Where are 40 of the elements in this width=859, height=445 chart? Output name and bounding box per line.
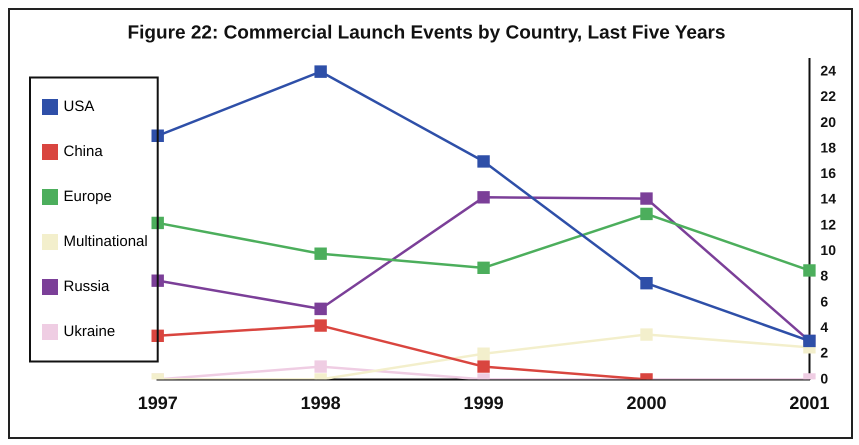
y-tick-label: 12 [820, 216, 836, 232]
x-tick-label: 1997 [138, 393, 178, 414]
legend-label: China [64, 143, 104, 160]
y-tick-label: 10 [820, 242, 836, 258]
point [640, 192, 653, 205]
y-tick-label: 8 [820, 268, 828, 284]
point [477, 191, 490, 204]
y-tick-label: 16 [820, 165, 836, 182]
chart-title: Figure 22: Commercial Launch Events by Country, Last Five Years [128, 22, 726, 44]
legend-label: Multinational [64, 233, 148, 250]
y-tick-label: 24 [820, 62, 836, 78]
y-tick-label: 0 [820, 370, 828, 386]
point [477, 155, 490, 168]
x-tick-label: 2001 [789, 393, 830, 414]
x-tick-label: 1999 [464, 393, 504, 414]
point [640, 208, 653, 220]
y-tick-label: 6 [820, 293, 828, 310]
x-tick-label: 1998 [300, 393, 341, 414]
point [314, 65, 327, 78]
point [314, 360, 327, 373]
point [314, 319, 327, 332]
point [477, 360, 490, 373]
legend-label: Russia [64, 278, 110, 296]
point [477, 348, 490, 360]
legend-label: Ukraine [64, 323, 116, 340]
point [477, 262, 490, 274]
point [640, 328, 653, 341]
legend-label: Europe [64, 188, 112, 206]
y-tick-label: 2 [820, 344, 828, 361]
y-tick-label: 18 [820, 139, 836, 156]
x-tick-label: 2000 [626, 393, 667, 414]
point [640, 277, 653, 290]
point [314, 248, 327, 260]
legend-label: USA [64, 98, 94, 116]
y-tick-label: 4 [820, 318, 828, 335]
point [314, 302, 327, 316]
y-tick-label: 22 [820, 88, 836, 104]
point [803, 264, 816, 277]
y-tick-label: 14 [820, 190, 836, 207]
y-tick-label: 20 [820, 114, 836, 130]
